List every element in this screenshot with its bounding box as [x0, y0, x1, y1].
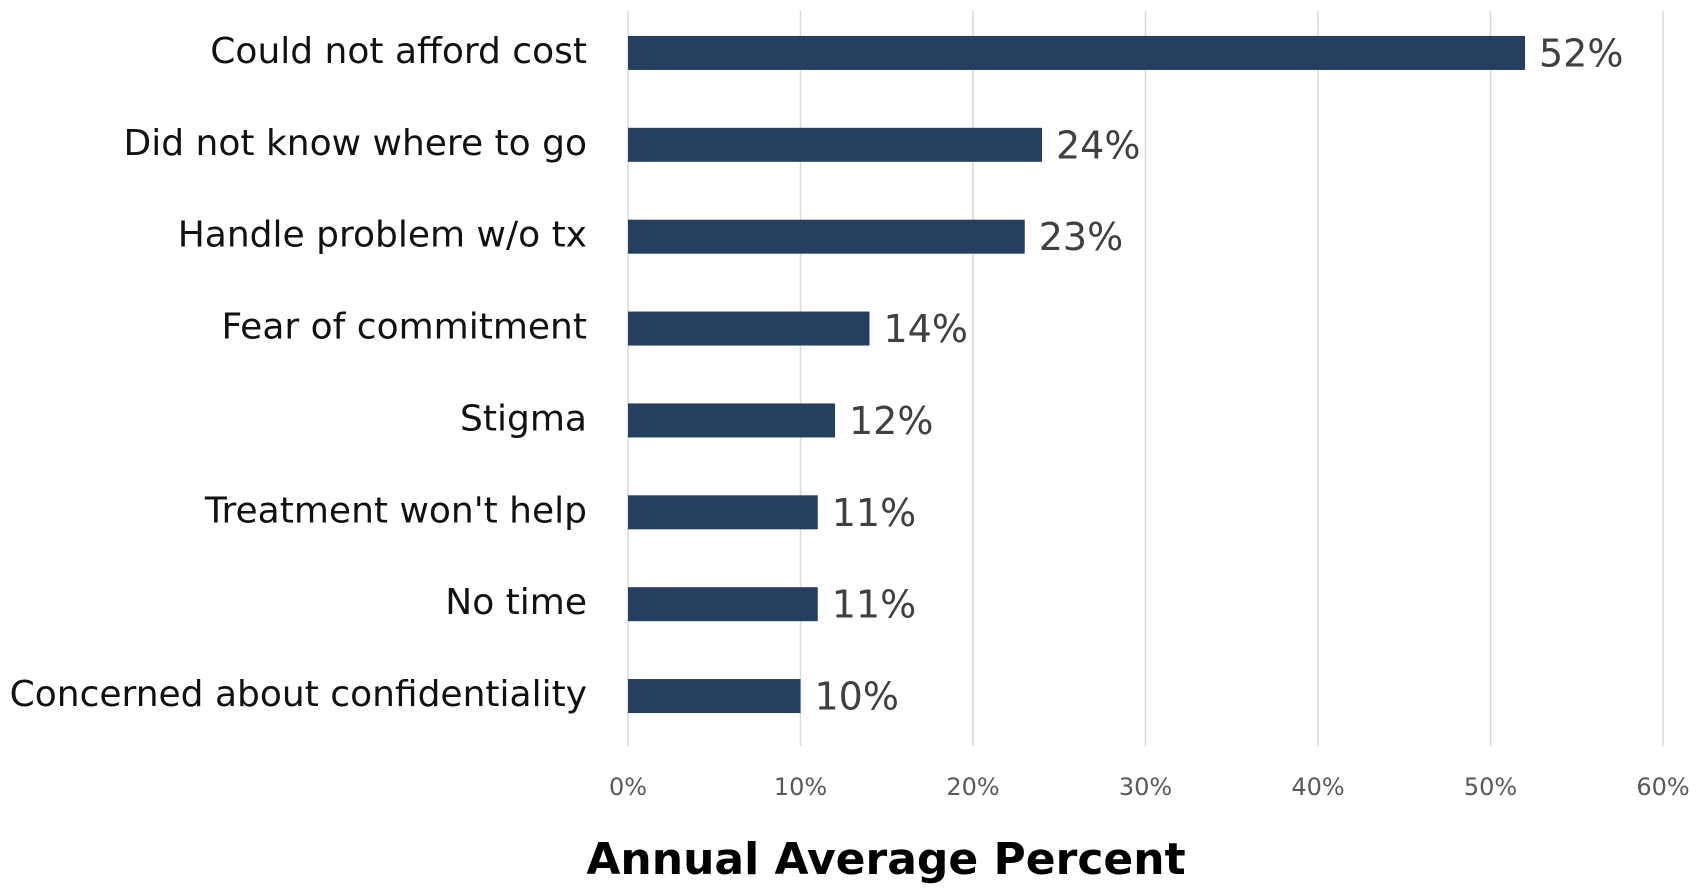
y-tick-label: No time	[445, 582, 587, 623]
value-label: 10%	[815, 675, 899, 719]
x-tick-label: 30%	[1119, 773, 1172, 801]
x-tick-label: 50%	[1464, 773, 1517, 801]
value-label: 11%	[832, 491, 916, 535]
x-tick-label: 0%	[609, 773, 647, 801]
value-label: 12%	[849, 399, 933, 443]
value-label: 11%	[832, 583, 916, 627]
bar	[628, 587, 818, 622]
value-label: 24%	[1056, 123, 1140, 167]
y-tick-label: Stigma	[460, 398, 587, 439]
y-tick-label: Concerned about confidentiality	[10, 674, 587, 715]
bar	[628, 311, 870, 346]
y-tick-label: Fear of commitment	[221, 307, 587, 348]
y-tick-label: Handle problem w/o tx	[178, 215, 587, 256]
bar	[628, 127, 1042, 162]
value-label: 14%	[884, 307, 968, 351]
x-tick-label: 40%	[1291, 773, 1344, 801]
x-tick-label: 60%	[1636, 773, 1689, 801]
bar	[628, 495, 818, 530]
y-tick-label: Treatment won't help	[204, 490, 587, 531]
value-label: 23%	[1039, 215, 1123, 259]
y-tick-label: Did not know where to go	[124, 123, 587, 164]
bar	[628, 35, 1525, 70]
y-tick-label: Could not afford cost	[210, 31, 587, 72]
value-label: 52%	[1539, 31, 1623, 75]
x-tick-label: 20%	[946, 773, 999, 801]
bar	[628, 219, 1025, 254]
x-axis-title: Annual Average Percent	[586, 834, 1185, 885]
bar	[628, 679, 801, 714]
bar	[628, 403, 835, 438]
x-tick-label: 10%	[774, 773, 827, 801]
